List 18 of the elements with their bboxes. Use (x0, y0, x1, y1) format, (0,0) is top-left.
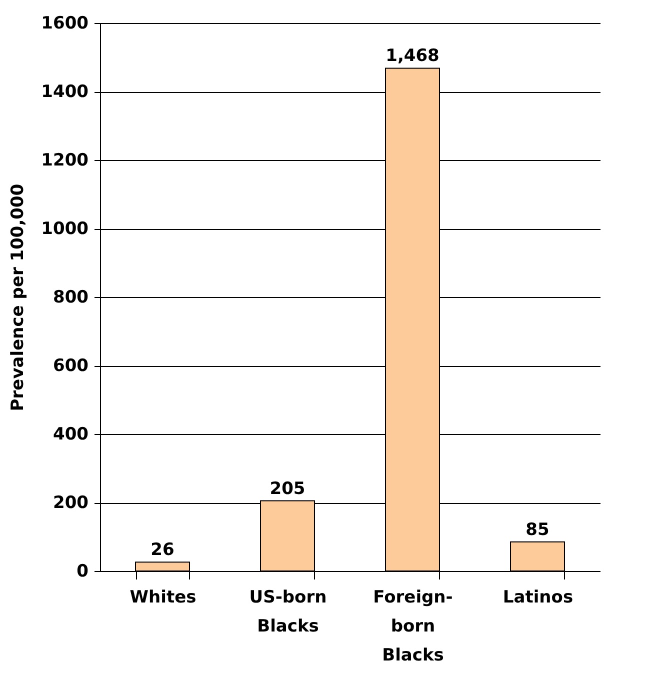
x-tick-label: Foreign-born Blacks (373, 588, 453, 666)
y-tick-label: 1600 (41, 14, 89, 34)
data-label: 205 (270, 478, 306, 499)
y-tick-label: 800 (53, 288, 89, 308)
y-tick-label: 0 (76, 562, 89, 582)
data-label: 85 (526, 520, 550, 540)
y-tick-label: 200 (53, 493, 89, 513)
data-label: 1,468 (386, 46, 440, 66)
x-tick-label: Latinos (502, 588, 574, 608)
x-tick-label: Whites (130, 588, 196, 608)
y-tick-label: 1400 (41, 82, 89, 102)
x-tick-label: US-born Blacks (249, 588, 327, 636)
y-tick-label: 600 (53, 356, 89, 376)
y-tick-label: 1000 (41, 219, 89, 239)
y-tick-label: 400 (53, 424, 89, 444)
data-label: 26 (150, 540, 174, 560)
y-axis-title: Prevalence per 100,000 (8, 184, 28, 412)
y-tick-label: 1200 (41, 150, 89, 170)
